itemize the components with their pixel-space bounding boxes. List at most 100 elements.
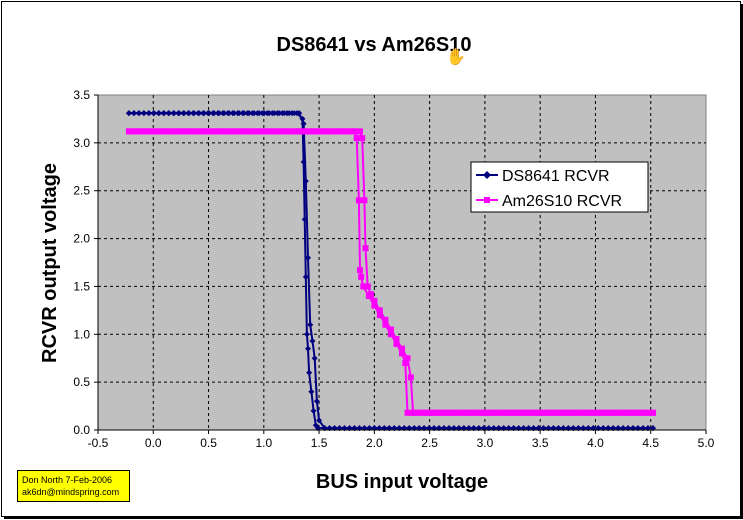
data-point-am26s10-rcvr: [402, 360, 409, 366]
data-point-ds8641-rcvr: [161, 110, 168, 117]
data-point-am26s10-rcvr: [539, 409, 546, 416]
data-point-am26s10-rcvr: [355, 197, 362, 204]
data-point-am26s10-rcvr: [356, 128, 363, 135]
data-point-am26s10-rcvr: [371, 297, 378, 304]
y-tick-label: 0.0: [73, 423, 90, 437]
x-tick-label: 1.5: [311, 436, 328, 450]
data-point-am26s10-rcvr: [490, 409, 497, 416]
legend-marker-ds8641: [483, 171, 491, 179]
data-point-am26s10-rcvr: [376, 312, 383, 319]
data-point-am26s10-rcvr: [594, 409, 601, 416]
chart-title: DS8641 vs Am26S10: [277, 34, 472, 56]
data-point-am26s10-rcvr: [196, 128, 203, 135]
data-point-ds8641-rcvr: [206, 110, 213, 117]
x-tick-label: 2.5: [421, 436, 438, 450]
data-point-ds8641-rcvr: [303, 331, 310, 338]
data-point-ds8641-rcvr: [271, 110, 278, 117]
data-point-am26s10-rcvr: [311, 128, 318, 135]
data-point-ds8641-rcvr: [251, 110, 258, 117]
data-point-ds8641-rcvr: [261, 110, 268, 117]
frame-shadow-bottom: [4, 516, 743, 519]
data-point-am26s10-rcvr: [584, 409, 591, 416]
data-point-am26s10-rcvr: [281, 128, 288, 135]
data-point-am26s10-rcvr: [362, 245, 369, 252]
data-point-ds8641-rcvr: [281, 110, 288, 117]
data-point-am26s10-rcvr: [135, 128, 142, 135]
data-point-am26s10-rcvr: [359, 135, 366, 142]
data-point-am26s10-rcvr: [351, 128, 358, 135]
data-point-am26s10-rcvr: [649, 409, 656, 416]
data-point-ds8641-rcvr: [150, 110, 157, 117]
data-point-am26s10-rcvr: [321, 128, 328, 135]
author-note: Don North 7-Feb-2006 ak6dn@mindspring.co…: [17, 470, 130, 502]
data-point-am26s10-rcvr: [407, 374, 414, 381]
data-point-am26s10-rcvr: [399, 350, 405, 357]
data-point-ds8641-rcvr: [231, 110, 238, 117]
data-point-ds8641-rcvr: [266, 110, 273, 117]
data-point-am26s10-rcvr: [455, 409, 462, 416]
data-point-am26s10-rcvr: [559, 409, 566, 416]
data-point-am26s10-rcvr: [341, 128, 348, 135]
data-point-ds8641-rcvr: [196, 110, 203, 117]
y-tick-label: 3.5: [73, 88, 90, 102]
y-tick-label: 1.0: [73, 327, 90, 341]
data-point-am26s10-rcvr: [296, 128, 303, 135]
data-point-am26s10-rcvr: [619, 409, 626, 416]
x-tick-label: 0.0: [145, 436, 162, 450]
data-point-am26s10-rcvr: [364, 283, 371, 290]
data-point-am26s10-rcvr: [387, 326, 394, 333]
data-point-am26s10-rcvr: [624, 409, 631, 416]
legend-box: [470, 161, 649, 213]
data-point-am26s10-rcvr: [569, 409, 576, 416]
data-point-am26s10-rcvr: [251, 128, 258, 135]
data-point-am26s10-rcvr: [634, 409, 641, 416]
data-point-ds8641-rcvr: [310, 407, 317, 414]
x-tick-label: 3.0: [477, 436, 494, 450]
data-point-am26s10-rcvr: [515, 409, 522, 416]
data-point-am26s10-rcvr: [236, 128, 243, 135]
data-point-am26s10-rcvr: [430, 409, 437, 416]
y-tick-label: 0.5: [73, 375, 90, 389]
data-point-ds8641-rcvr: [176, 110, 183, 117]
data-point-am26s10-rcvr: [609, 409, 616, 416]
data-point-am26s10-rcvr: [382, 321, 389, 328]
data-point-am26s10-rcvr: [151, 128, 158, 135]
data-point-am26s10-rcvr: [376, 307, 383, 314]
data-point-ds8641-rcvr: [130, 110, 137, 117]
data-point-am26s10-rcvr: [336, 128, 343, 135]
data-point-ds8641-rcvr: [311, 355, 318, 362]
data-point-ds8641-rcvr: [241, 110, 248, 117]
data-point-ds8641-rcvr: [186, 110, 193, 117]
data-point-am26s10-rcvr: [393, 340, 400, 347]
data-point-am26s10-rcvr: [480, 409, 487, 416]
data-point-am26s10-rcvr: [435, 409, 442, 416]
data-point-ds8641-rcvr: [305, 254, 312, 261]
data-point-am26s10-rcvr: [614, 409, 621, 416]
data-point-ds8641-rcvr: [316, 417, 323, 424]
data-point-am26s10-rcvr: [505, 409, 512, 416]
data-point-am26s10-rcvr: [425, 409, 432, 416]
data-point-am26s10-rcvr: [166, 128, 173, 135]
data-point-ds8641-rcvr: [166, 110, 173, 117]
data-point-am26s10-rcvr: [604, 409, 611, 416]
y-tick-label: 2.5: [73, 184, 90, 198]
data-point-am26s10-rcvr: [360, 283, 367, 290]
legend-label-ds8641: DS8641 RCVR: [502, 168, 610, 185]
data-point-am26s10-rcvr: [291, 128, 298, 135]
x-tick-label: 4.0: [587, 436, 604, 450]
data-point-am26s10-rcvr: [356, 267, 363, 274]
data-point-am26s10-rcvr: [382, 316, 389, 323]
data-point-am26s10-rcvr: [639, 409, 646, 416]
data-point-am26s10-rcvr: [500, 409, 507, 416]
data-point-am26s10-rcvr: [286, 128, 293, 135]
data-point-ds8641-rcvr: [155, 110, 162, 117]
data-point-ds8641-rcvr: [302, 273, 309, 280]
data-point-ds8641-rcvr: [226, 110, 233, 117]
data-point-ds8641-rcvr: [216, 110, 223, 117]
data-point-am26s10-rcvr: [276, 128, 283, 135]
data-point-am26s10-rcvr: [353, 135, 360, 142]
data-point-am26s10-rcvr: [261, 128, 268, 135]
data-point-am26s10-rcvr: [176, 128, 183, 135]
x-axis-label: BUS input voltage: [316, 471, 488, 493]
